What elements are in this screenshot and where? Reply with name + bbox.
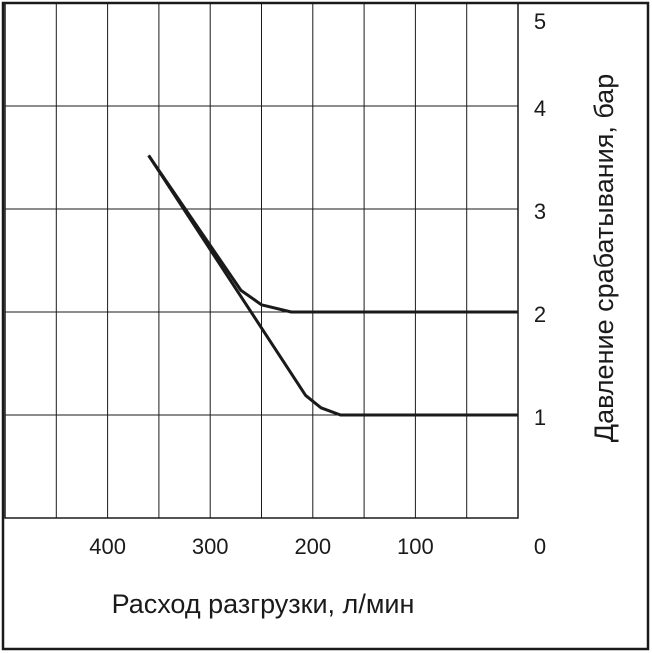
y-tick-label: 5 <box>534 9 546 34</box>
plot-area: 0 100 200 300 400 1 2 3 4 5 <box>4 2 546 559</box>
y-tick-label: 3 <box>534 199 546 224</box>
x-tick-label: 100 <box>397 534 434 559</box>
curve <box>147 154 518 314</box>
x-tick-label: 400 <box>89 534 126 559</box>
x-tick-label: 0 <box>534 534 546 559</box>
y-tick-label: 2 <box>534 302 546 327</box>
curve <box>147 154 518 417</box>
y-axis-title: Давление срабатывания, бар <box>589 74 619 442</box>
y-tick-label: 4 <box>534 96 546 121</box>
x-tick-label: 300 <box>192 534 229 559</box>
x-axis-title: Расход разгрузки, л/мин <box>112 589 415 619</box>
y-tick-label: 1 <box>534 405 546 430</box>
x-tick-label: 200 <box>294 534 331 559</box>
